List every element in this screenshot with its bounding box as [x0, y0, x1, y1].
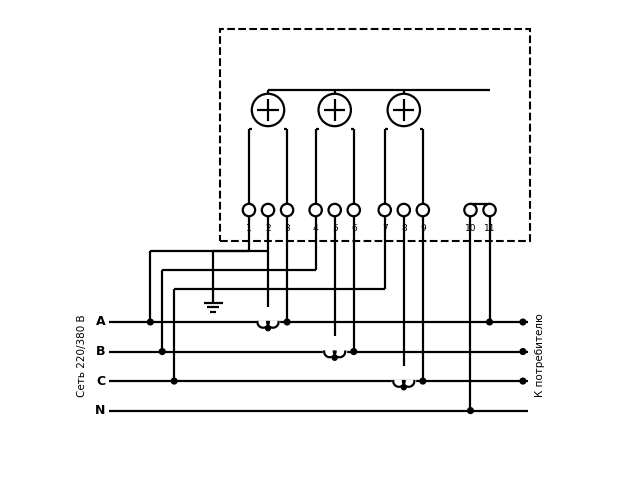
Circle shape	[318, 94, 351, 126]
Circle shape	[266, 326, 270, 331]
Circle shape	[159, 348, 165, 354]
Text: 6: 6	[351, 224, 357, 233]
Circle shape	[483, 204, 495, 216]
Text: Сеть 220/380 В: Сеть 220/380 В	[77, 314, 87, 397]
Circle shape	[333, 355, 337, 360]
Text: 7: 7	[382, 224, 387, 233]
Bar	[323, 350, 346, 366]
Text: A: A	[96, 316, 106, 329]
Text: 8: 8	[401, 224, 407, 233]
Circle shape	[262, 204, 274, 216]
Circle shape	[172, 378, 177, 384]
Text: 1: 1	[246, 224, 252, 233]
Circle shape	[465, 204, 477, 216]
Bar	[257, 321, 280, 337]
Circle shape	[520, 348, 526, 354]
Circle shape	[520, 378, 526, 384]
Circle shape	[379, 204, 391, 216]
Bar	[220, 29, 530, 241]
Text: 2: 2	[265, 224, 271, 233]
Circle shape	[397, 204, 410, 216]
Text: 3: 3	[284, 224, 290, 233]
Circle shape	[468, 408, 473, 414]
Circle shape	[420, 378, 426, 384]
Circle shape	[284, 319, 290, 325]
Circle shape	[351, 348, 357, 354]
Text: 9: 9	[420, 224, 426, 233]
Text: C: C	[96, 375, 106, 388]
Text: 11: 11	[484, 224, 495, 233]
Text: 4: 4	[313, 224, 318, 233]
Circle shape	[281, 204, 293, 216]
Text: К потребителю: К потребителю	[534, 313, 545, 397]
Text: B: B	[96, 345, 106, 358]
Circle shape	[487, 319, 492, 325]
Circle shape	[520, 319, 526, 325]
Circle shape	[252, 94, 284, 126]
Circle shape	[387, 94, 420, 126]
Bar	[392, 380, 415, 396]
Text: 10: 10	[465, 224, 476, 233]
Circle shape	[310, 204, 322, 216]
Circle shape	[416, 204, 429, 216]
Circle shape	[328, 204, 341, 216]
Circle shape	[402, 385, 406, 390]
Circle shape	[147, 319, 153, 325]
Circle shape	[242, 204, 255, 216]
Circle shape	[347, 204, 360, 216]
Text: 5: 5	[332, 224, 337, 233]
Text: N: N	[95, 404, 106, 417]
